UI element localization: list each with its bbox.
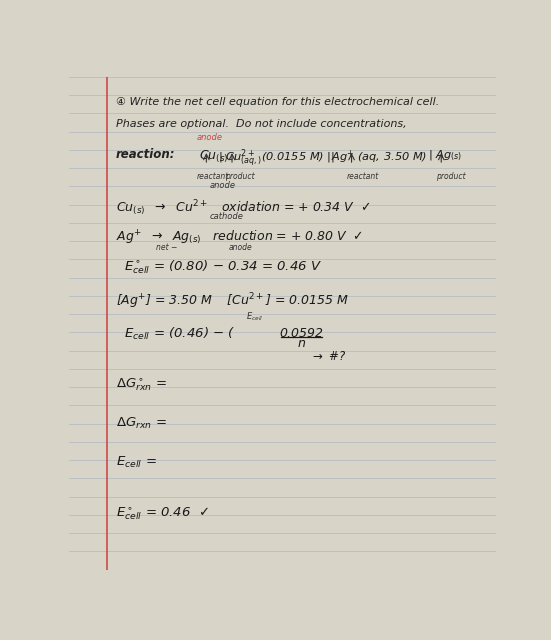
Text: $\Delta$G$^\circ_{rxn}$ =: $\Delta$G$^\circ_{rxn}$ = (116, 376, 167, 393)
Text: ④ Write the net cell equation for this electrochemical cell.: ④ Write the net cell equation for this e… (116, 97, 439, 106)
Text: $\Delta$G$_{rxn}$ =: $\Delta$G$_{rxn}$ = (116, 416, 167, 431)
Text: E$_{cell}$ = (0.46) $-$ (: E$_{cell}$ = (0.46) $-$ ( (125, 326, 236, 342)
Text: Ag$^{+}$ (aq, 3.50 M): Ag$^{+}$ (aq, 3.50 M) (332, 148, 428, 166)
Text: $\rightarrow$ #?: $\rightarrow$ #? (310, 350, 346, 364)
Text: reactant: reactant (197, 172, 229, 181)
Text: | Ag$_{(s)}$: | Ag$_{(s)}$ (428, 148, 462, 163)
Text: E$_{cell}$: E$_{cell}$ (246, 311, 263, 323)
Text: Cu$_{(s)}$  $\rightarrow$  Cu$^{2+}$   oxidation = + 0.34 V  $\checkmark$: Cu$_{(s)}$ $\rightarrow$ Cu$^{2+}$ oxida… (116, 198, 370, 218)
Text: product: product (436, 172, 466, 181)
Text: reactant: reactant (347, 172, 379, 181)
Text: | Cu$^{2+}_{(aq,)}$(0.0155 M) ||: | Cu$^{2+}_{(aq,)}$(0.0155 M) || (218, 148, 336, 170)
Text: 0.0592: 0.0592 (279, 327, 323, 340)
Text: net −: net − (156, 243, 178, 252)
Text: E$_{cell}$ =: E$_{cell}$ = (116, 455, 156, 470)
Text: Phases are optional.  Do not include concentrations,: Phases are optional. Do not include conc… (116, 118, 407, 129)
Text: product: product (225, 172, 255, 181)
Text: n: n (298, 337, 306, 351)
Text: Cu$_{(s)}$: Cu$_{(s)}$ (199, 148, 229, 164)
Text: anode: anode (197, 134, 223, 143)
Text: anode: anode (229, 243, 253, 252)
Text: reaction:: reaction: (116, 148, 175, 161)
Text: cathode: cathode (210, 212, 244, 221)
Text: [Ag$^{+}$] = 3.50 M    [Cu$^{2+}$] = 0.0155 M: [Ag$^{+}$] = 3.50 M [Cu$^{2+}$] = 0.0155… (116, 291, 349, 311)
Text: E$^\circ_{cell}$ = 0.46  $\checkmark$: E$^\circ_{cell}$ = 0.46 $\checkmark$ (116, 506, 209, 522)
Text: E$^\circ_{cell}$ = (0.80) $-$ 0.34 = 0.46 V: E$^\circ_{cell}$ = (0.80) $-$ 0.34 = 0.4… (125, 258, 322, 276)
Text: anode: anode (210, 181, 236, 190)
Text: Ag$^{+}$  $\rightarrow$  Ag$_{(s)}$   reduction = + 0.80 V  $\checkmark$: Ag$^{+}$ $\rightarrow$ Ag$_{(s)}$ reduct… (116, 228, 363, 247)
